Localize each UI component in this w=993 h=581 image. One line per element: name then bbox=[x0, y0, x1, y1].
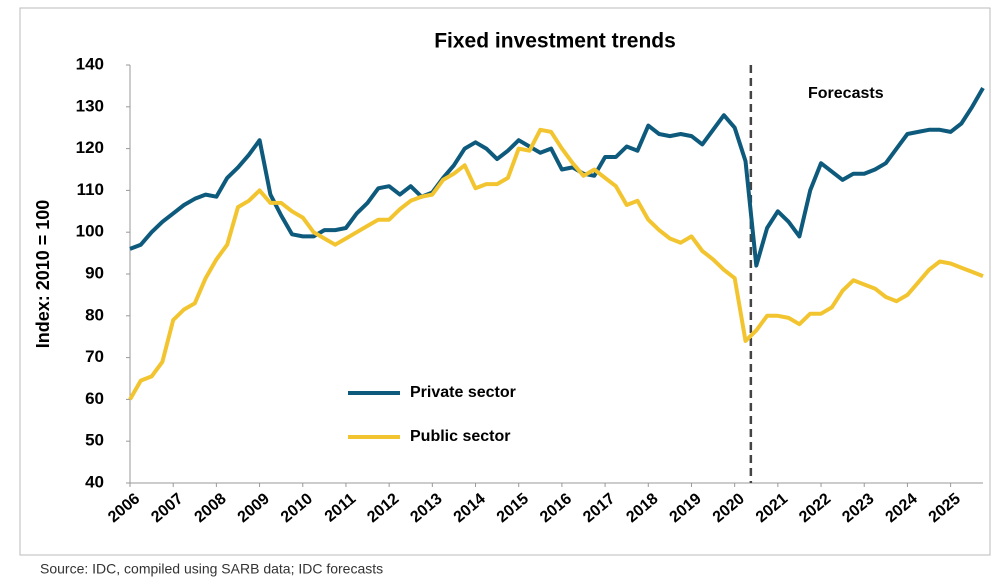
x-tick-label: 2012 bbox=[364, 490, 402, 526]
series-line bbox=[129, 87, 985, 268]
x-tick-label: 2017 bbox=[580, 490, 618, 526]
x-tick-label: 2011 bbox=[322, 490, 360, 525]
x-tick-label: 2006 bbox=[105, 490, 143, 526]
source-note: Source: IDC, compiled using SARB data; I… bbox=[40, 561, 383, 577]
legend-label: Public sector bbox=[410, 428, 510, 445]
x-tick-label: 2022 bbox=[796, 490, 834, 526]
x-tick-label: 2021 bbox=[753, 490, 791, 526]
y-tick-label: 110 bbox=[77, 180, 104, 199]
x-tick-label: 2019 bbox=[667, 490, 705, 526]
x-tick-label: 2010 bbox=[278, 490, 316, 526]
x-tick-label: 2015 bbox=[494, 490, 532, 526]
x-tick-label: 2020 bbox=[710, 490, 748, 526]
y-tick-label: 50 bbox=[85, 431, 104, 450]
x-tick-label: 2013 bbox=[407, 490, 445, 526]
legend-label: Private sector bbox=[410, 384, 516, 401]
chart-border bbox=[19, 7, 991, 556]
y-tick-label: 120 bbox=[76, 138, 104, 157]
x-tick-label: 2024 bbox=[883, 490, 921, 526]
y-tick-label: 60 bbox=[85, 389, 104, 408]
x-tick-label: 2007 bbox=[148, 490, 186, 526]
series-line bbox=[128, 127, 984, 401]
y-tick-label: 80 bbox=[85, 305, 104, 324]
x-tick-label: 2014 bbox=[451, 490, 489, 526]
x-tick-label: 2016 bbox=[537, 490, 575, 526]
x-tick-label: 2018 bbox=[623, 490, 661, 526]
x-tick-label: 2008 bbox=[191, 490, 229, 526]
y-tick-label: 70 bbox=[85, 347, 104, 366]
y-tick-label: 140 bbox=[76, 54, 104, 73]
y-axis-label: Index: 2010 = 100 bbox=[33, 200, 53, 349]
x-tick-label: 2023 bbox=[839, 490, 877, 526]
chart-title: Fixed investment trends bbox=[434, 30, 676, 53]
y-tick-label: 90 bbox=[85, 263, 104, 282]
x-tick-label: 2025 bbox=[926, 490, 964, 526]
y-tick-label: 40 bbox=[85, 472, 104, 491]
y-tick-label: 130 bbox=[76, 96, 104, 115]
annotation: Forecasts bbox=[808, 85, 884, 102]
x-tick-label: 2009 bbox=[235, 490, 273, 526]
y-tick-label: 100 bbox=[76, 222, 104, 241]
